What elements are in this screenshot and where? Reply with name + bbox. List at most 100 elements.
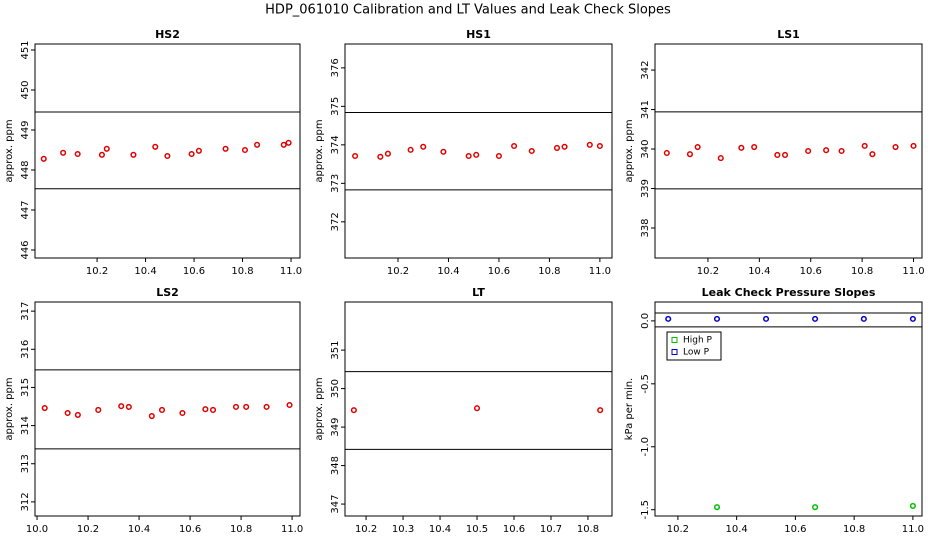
point [280,141,287,148]
y-tick-label: 373 [330,174,341,193]
point [158,406,166,414]
point [805,147,812,155]
point [407,146,414,153]
panel-title: LS1 [777,28,800,41]
x-tick-label: 10.3 [392,524,414,535]
legend-label: High P [683,336,713,346]
panel-title: HS1 [466,28,491,41]
x-tick-label: 10.7 [540,524,562,535]
x-tick-label: 10.2 [387,266,409,277]
point [823,147,830,154]
y-tick-label: 447 [20,200,31,219]
point [377,153,384,160]
point [130,151,137,158]
point [597,407,604,414]
point [909,502,916,509]
y-axis-label: approx. ppm [314,119,325,182]
point [125,403,132,410]
y-tick-label: -0.5 [640,374,651,394]
plot-frame [34,43,301,259]
point [179,409,186,417]
panel-title: Leak Check Pressure Slopes [702,286,876,299]
x-tick-label: 10.6 [488,266,510,277]
point [164,152,171,160]
point [420,143,427,150]
point [243,403,250,410]
legend-swatch [671,337,678,343]
point [74,150,81,158]
point [352,152,359,160]
point [384,150,391,157]
point [40,155,47,162]
point [838,147,845,155]
y-tick-label: 315 [20,378,31,397]
point [713,504,721,511]
point [694,144,701,151]
point [774,151,781,158]
point [812,315,819,322]
x-tick-label: 11.0 [902,524,924,535]
legend-swatch [671,349,678,355]
y-tick-label: 372 [330,212,341,231]
x-tick-label: 10.8 [843,524,865,535]
panel-title: LS2 [156,286,179,299]
legend-label: Low P [683,348,710,358]
point [713,315,721,322]
y-tick-label: 342 [640,61,651,80]
y-tick-label: 376 [330,58,341,77]
x-tick-label: 10.5 [466,524,488,535]
x-tick-label: 10.2 [667,524,689,535]
plot-frame [654,301,923,517]
y-tick-label: 375 [330,97,341,116]
point [350,407,357,414]
point [195,147,202,154]
x-tick-label: 11.0 [902,266,924,277]
point [596,142,603,150]
y-tick-label: 341 [640,100,651,119]
y-axis-label: kPa per min. [624,378,635,441]
x-tick-label: 10.4 [429,524,451,535]
x-tick-label: 10.4 [128,524,150,535]
y-tick-label: 350 [330,379,341,398]
x-tick-label: 11.0 [280,266,302,277]
point [232,403,240,410]
y-tick-label: 348 [330,456,341,475]
y-tick-label: 374 [330,135,341,154]
plot-frame [344,43,613,259]
x-tick-label: 10.8 [230,524,252,535]
y-tick-label: -1.5 [640,500,651,520]
x-tick-label: 10.2 [355,524,377,535]
point [860,315,867,322]
point [95,406,102,414]
point [74,411,81,418]
panel-title: HS2 [155,28,180,41]
point [751,144,758,151]
plot-frame [34,301,301,517]
x-tick-label: 11.0 [589,266,611,277]
y-tick-label: -1.0 [640,437,651,457]
point [241,146,249,154]
point [148,413,155,420]
y-tick-label: 316 [20,340,31,359]
point [869,151,876,158]
point [263,403,270,410]
x-tick-label: 10.6 [503,524,525,535]
y-tick-label: 448 [20,160,31,179]
point [781,151,789,158]
y-tick-label: 339 [640,179,651,198]
point [222,145,229,152]
y-tick-label: 312 [20,492,31,511]
point [286,401,293,409]
y-tick-label: 449 [20,120,31,139]
y-tick-label: 446 [20,240,31,259]
point [188,150,195,158]
point [209,406,217,414]
point [495,152,502,160]
point [909,315,916,322]
y-axis-label: approx. ppm [4,119,15,182]
y-tick-label: 313 [20,454,31,473]
point [553,144,561,151]
x-tick-label: 10.6 [183,266,205,277]
legend-box [666,331,722,361]
